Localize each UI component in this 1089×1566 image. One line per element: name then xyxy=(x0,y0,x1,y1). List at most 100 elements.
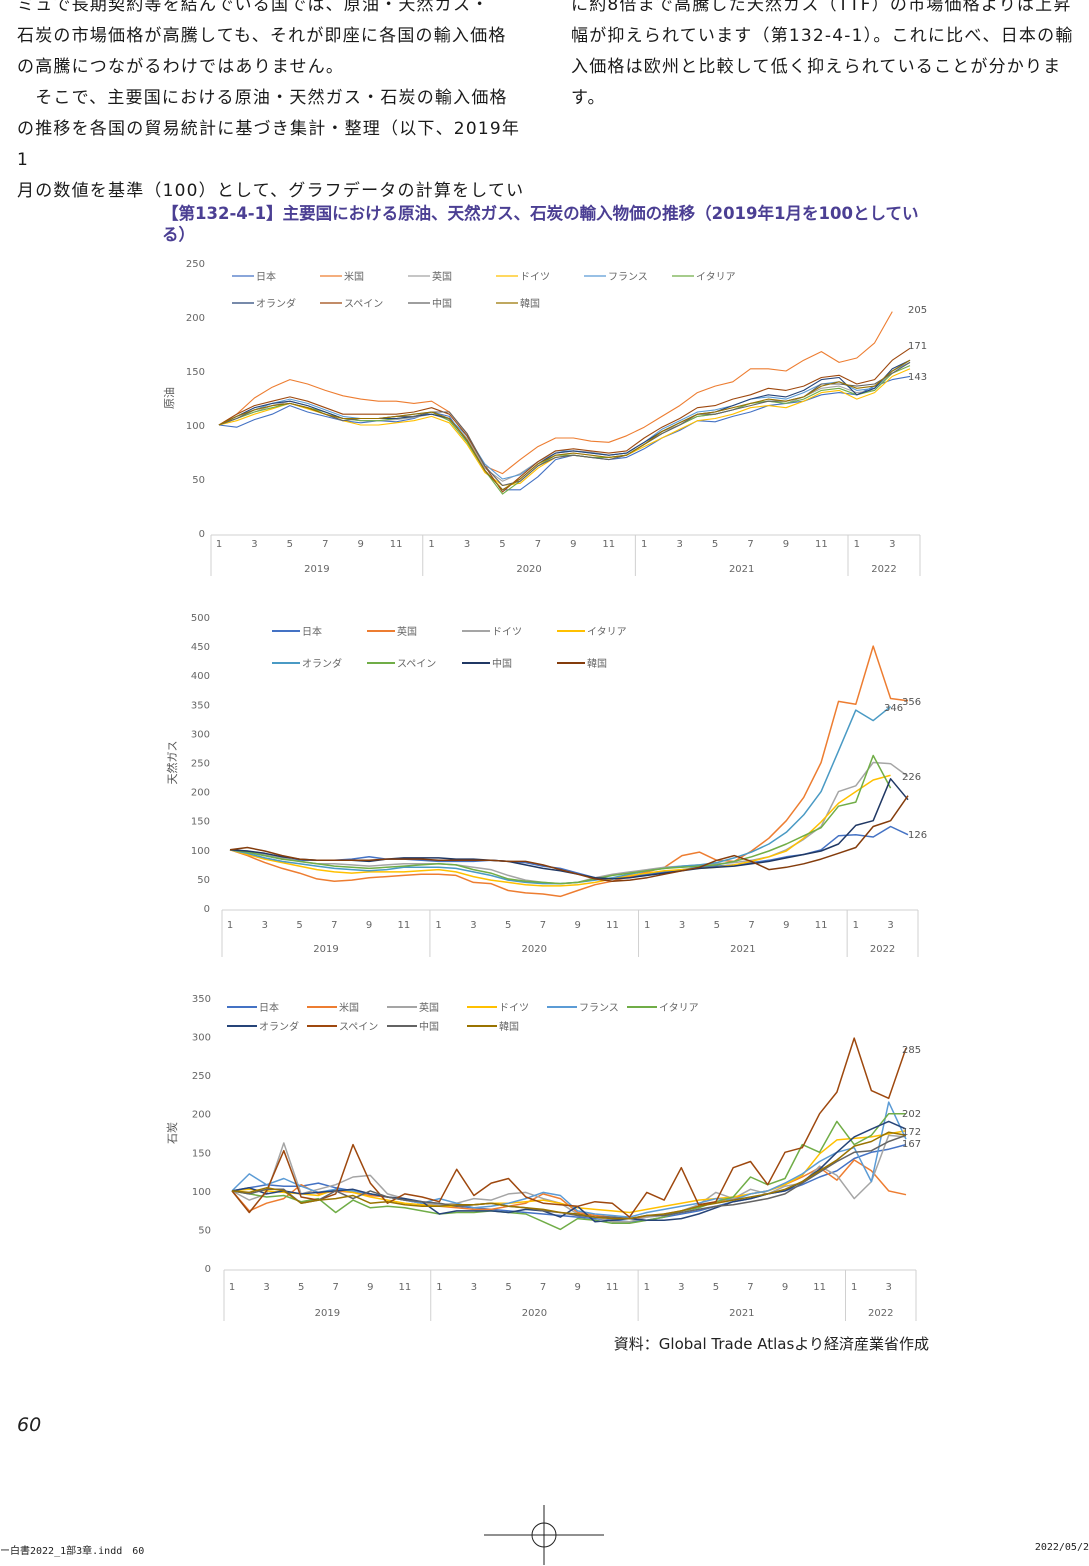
x-tick-label: 9 xyxy=(358,539,364,550)
y-tick-label: 300 xyxy=(191,729,210,740)
x-tick-label: 3 xyxy=(887,920,893,931)
x-tick-label: 1 xyxy=(644,920,650,931)
legend-label: 中国 xyxy=(492,657,512,670)
x-tick-label: 3 xyxy=(676,539,682,550)
text-line: 入価格は欧州と比較して低く抑えられていることが分かりま xyxy=(571,57,1062,77)
year-label: 2022 xyxy=(870,944,895,955)
x-tick-label: 3 xyxy=(889,539,895,550)
series-line xyxy=(218,368,911,487)
series-line xyxy=(218,359,911,491)
x-tick-label: 9 xyxy=(575,920,581,931)
x-tick-label: 9 xyxy=(367,1282,373,1293)
y-tick-label: 250 xyxy=(191,759,210,770)
legend-label: オランダ xyxy=(302,657,342,670)
page-number: 60 xyxy=(17,1414,42,1436)
y-tick-label: 250 xyxy=(186,259,205,270)
y-axis-label: 天然ガス xyxy=(165,741,179,785)
year-label: 2022 xyxy=(871,564,896,575)
year-label: 2020 xyxy=(522,1308,547,1319)
x-tick-label: 7 xyxy=(333,1282,339,1293)
data-label: 205 xyxy=(908,305,927,316)
x-tick-label: 9 xyxy=(570,539,576,550)
footer-date: 2022/05/2 xyxy=(1034,1542,1089,1553)
year-label: 2021 xyxy=(729,564,754,575)
x-tick-label: 7 xyxy=(747,1282,753,1293)
x-tick-label: 7 xyxy=(331,920,337,931)
data-label: 126 xyxy=(908,830,927,841)
x-tick-label: 3 xyxy=(262,920,268,931)
legend-label: スペイン xyxy=(344,299,383,310)
series-line xyxy=(218,361,911,480)
legend-label: スペイン xyxy=(397,659,436,670)
y-tick-label: 0 xyxy=(204,904,210,915)
legend-label: 日本 xyxy=(256,270,276,283)
y-tick-label: 0 xyxy=(199,529,205,540)
series-line xyxy=(231,1112,906,1231)
year-label: 2019 xyxy=(304,564,329,575)
data-label: 143 xyxy=(908,372,927,383)
x-tick-label: 11 xyxy=(390,539,403,550)
x-tick-label: 11 xyxy=(606,920,619,931)
legend-label: 韓国 xyxy=(499,1021,519,1033)
year-label: 2019 xyxy=(313,944,338,955)
x-tick-label: 1 xyxy=(435,920,441,931)
x-tick-label: 1 xyxy=(851,1282,857,1293)
x-tick-label: 9 xyxy=(783,539,789,550)
x-tick-label: 5 xyxy=(714,920,720,931)
series-line xyxy=(218,375,911,491)
chart-natural-gas: 0 50 100 150 200 250 300 350 400 450 500 天然ガス 1 3 5 7 9 1… xyxy=(165,613,927,957)
x-tick-label: 3 xyxy=(471,1282,477,1293)
y-tick-label: 50 xyxy=(192,475,205,486)
year-label: 2022 xyxy=(868,1308,893,1319)
x-tick-label: 1 xyxy=(644,1282,650,1293)
x-tick-label: 7 xyxy=(322,539,328,550)
legend-label: ドイツ xyxy=(520,272,550,283)
series-line xyxy=(229,774,891,887)
x-tick-label: 3 xyxy=(886,1282,892,1293)
legend-label: オランダ xyxy=(256,297,296,310)
legend-label: 日本 xyxy=(259,1001,279,1014)
series-line xyxy=(231,1134,907,1223)
legend-label: 日本 xyxy=(302,625,322,638)
series-line xyxy=(229,754,892,885)
x-tick-label: 3 xyxy=(251,539,257,550)
year-label: 2020 xyxy=(522,944,547,955)
legend-label: 中国 xyxy=(432,297,452,310)
series-line xyxy=(218,359,911,491)
legend-label: 米国 xyxy=(344,270,364,283)
y-tick-label: 0 xyxy=(205,1264,211,1275)
x-tick-label: 5 xyxy=(713,1282,719,1293)
year-label: 2020 xyxy=(516,564,541,575)
x-tick-label: 5 xyxy=(505,1282,511,1293)
x-tick-label: 11 xyxy=(398,1282,411,1293)
y-tick-label: 350 xyxy=(192,994,211,1005)
x-tick-label: 1 xyxy=(428,539,434,550)
series-line xyxy=(218,361,911,487)
text-line: の推移を各国の貿易統計に基づき集計・整理（以下、2019年1 xyxy=(17,119,521,170)
legend-label: ドイツ xyxy=(499,1003,529,1014)
legend-label: 韓国 xyxy=(587,658,607,670)
y-tick-label: 300 xyxy=(192,1033,211,1044)
text-line: す。 xyxy=(571,88,606,108)
figure-title: 【第132-4-1】主要国における原油、天然ガス、石炭の輸入物価の推移（2019… xyxy=(162,204,919,244)
y-tick-label: 350 xyxy=(191,700,210,711)
x-tick-label: 1 xyxy=(853,920,859,931)
x-tick-label: 11 xyxy=(606,1282,619,1293)
x-tick-label: 3 xyxy=(263,1282,269,1293)
y-tick-label: 150 xyxy=(191,817,210,828)
y-tick-label: 50 xyxy=(198,1225,211,1236)
legend-label: 米国 xyxy=(339,1001,359,1014)
footer-file: ー白書2022_1部3章.indd 60 xyxy=(0,1546,145,1557)
x-tick-label: 1 xyxy=(227,920,233,931)
series-line xyxy=(231,1101,907,1218)
year-label: 2021 xyxy=(730,944,755,955)
y-tick-label: 400 xyxy=(191,671,210,682)
y-tick-label: 200 xyxy=(186,313,205,324)
data-label: 346 xyxy=(884,703,903,714)
x-tick-label: 9 xyxy=(783,920,789,931)
text-line: の高騰につながるわけではありません。 xyxy=(17,57,345,77)
data-label: 356 xyxy=(902,697,921,708)
legend-label: 中国 xyxy=(419,1020,439,1033)
